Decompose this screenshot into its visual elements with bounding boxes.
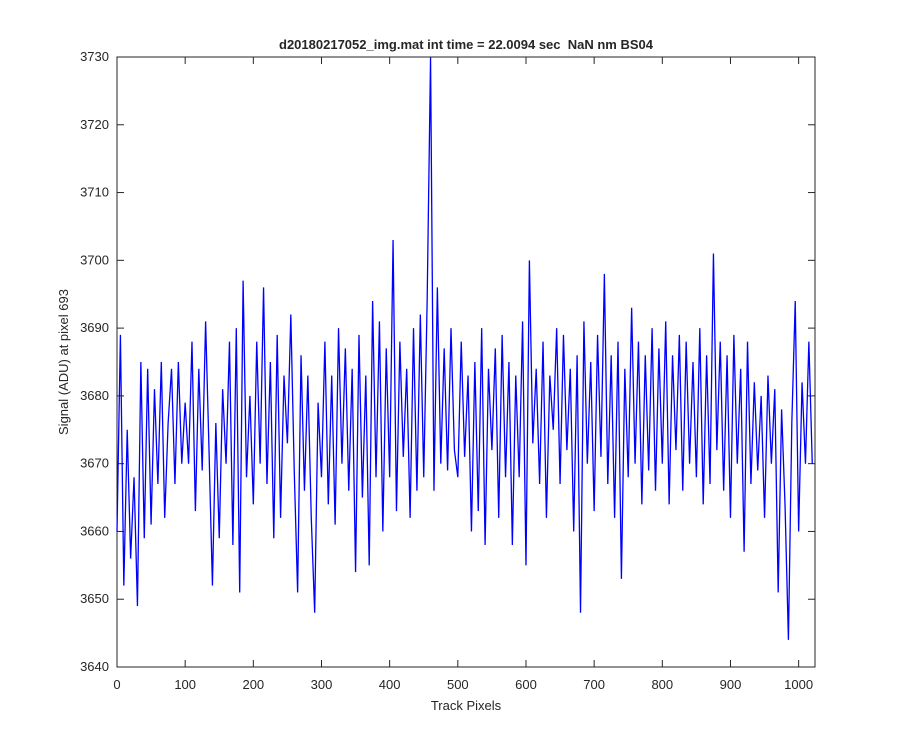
x-tick-label: 0 <box>113 677 120 692</box>
x-tick-label: 400 <box>379 677 401 692</box>
y-axis-label: Signal (ADU) at pixel 693 <box>56 289 71 435</box>
y-tick-label: 3640 <box>80 659 109 674</box>
y-tick-label: 3710 <box>80 185 109 200</box>
x-axis-label: Track Pixels <box>431 698 502 713</box>
x-tick-label: 900 <box>720 677 742 692</box>
chart-title: d20180217052_img.mat int time = 22.0094 … <box>279 37 654 52</box>
y-tick-label: 3650 <box>80 591 109 606</box>
x-tick-label: 300 <box>311 677 333 692</box>
x-tick-label: 1000 <box>784 677 813 692</box>
x-tick-label: 200 <box>242 677 264 692</box>
y-tick-label: 3730 <box>80 49 109 64</box>
y-tick-label: 3690 <box>80 320 109 335</box>
y-tick-label: 3660 <box>80 523 109 538</box>
x-tick-label: 700 <box>583 677 605 692</box>
y-tick-label: 3680 <box>80 388 109 403</box>
x-tick-label: 500 <box>447 677 469 692</box>
y-tick-label: 3700 <box>80 252 109 267</box>
y-tick-label: 3670 <box>80 456 109 471</box>
x-tick-label: 100 <box>174 677 196 692</box>
y-tick-label: 3720 <box>80 117 109 132</box>
series-line <box>116 56 813 640</box>
axes-box <box>116 56 816 668</box>
x-tick-label: 800 <box>651 677 673 692</box>
x-tick-label: 600 <box>515 677 537 692</box>
